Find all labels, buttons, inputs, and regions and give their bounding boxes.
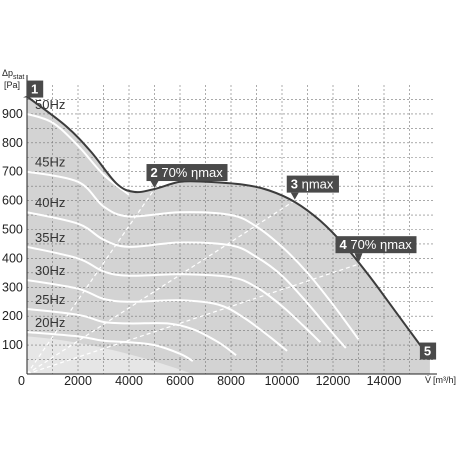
label-text: 5	[424, 344, 431, 359]
label-box	[27, 80, 44, 98]
speed-curves: 50Hz 45Hz 40Hz 35Hz 30Hz 25Hz 20Hz	[27, 97, 360, 362]
y-tick-label: 300	[2, 280, 23, 294]
label-pointer	[354, 253, 363, 264]
x-tick-label: 12000	[316, 374, 351, 388]
operating-point-4: 4 70% ηmax	[335, 236, 417, 264]
speed-curve	[27, 245, 321, 343]
speed-curve-label: 45Hz	[35, 155, 65, 170]
y-tick-label: 800	[2, 136, 23, 150]
y-tick-label: 100	[2, 338, 23, 352]
operating-point-1: 1	[23, 80, 44, 98]
label-box	[146, 164, 228, 182]
speed-curve	[27, 308, 237, 357]
efficiency-lines	[27, 188, 359, 374]
label-pointer	[23, 95, 31, 98]
y-tick-label: 900	[2, 107, 23, 121]
y-axis-unit: [Pa]	[4, 80, 20, 90]
operating-area	[27, 96, 430, 374]
speed-curve-label: 50Hz	[35, 97, 65, 112]
efficiency-line	[27, 188, 155, 374]
x-tick-label: 2000	[64, 374, 92, 388]
label-box	[419, 342, 437, 360]
speed-curve	[27, 170, 360, 340]
speed-curve	[27, 112, 130, 196]
operating-point-2: 2 70% ηmax	[146, 164, 228, 189]
x-tick-label: 8000	[217, 374, 245, 388]
speed-curve-label: 40Hz	[35, 195, 65, 210]
efficiency-line	[27, 263, 359, 374]
label-pointer	[150, 181, 159, 189]
y-tick-label: 400	[2, 251, 23, 265]
speed-curve-label: 25Hz	[35, 292, 65, 307]
speed-curve-label: 35Hz	[35, 230, 65, 245]
x-tick-label: 6000	[166, 374, 194, 388]
speed-curve	[27, 211, 347, 349]
envelope-curve	[26, 95, 431, 361]
x-tick-label: 4000	[115, 374, 143, 388]
origin-tick-label: 0	[18, 374, 25, 388]
label-text: 2 70% ηmax	[151, 165, 224, 180]
y-tick-label: 600	[2, 194, 23, 208]
y-tick-label: 700	[2, 165, 23, 179]
operating-point-5: 5	[419, 342, 437, 360]
operating-area-fill	[27, 96, 430, 374]
speed-curve-label: 20Hz	[35, 315, 65, 330]
label-text: 1	[31, 82, 38, 97]
x-axis-unit: [m³/h]	[433, 375, 456, 385]
speed-curve	[27, 331, 194, 362]
speed-curve-label: 30Hz	[35, 263, 65, 278]
label-pointer	[290, 192, 299, 200]
x-tick-label: 10000	[265, 374, 300, 388]
operating-point-3: 3 ηmax	[286, 175, 339, 200]
label-box	[335, 236, 417, 254]
label-box	[286, 175, 339, 193]
y-axis-unit-symbol: Δpstat	[2, 68, 24, 81]
y-tick-label: 500	[2, 223, 23, 237]
y-tick-label: 200	[2, 309, 23, 323]
operating-point-labels: 1 2 70% ηmax 3 ηmax 4 70% ηmax 5	[23, 80, 437, 360]
axes: 0 2000 4000 6000 8000 10000 12000 14000 100 200 30…	[2, 75, 437, 388]
speed-curve	[27, 279, 288, 352]
x-tick-label: 14000	[367, 374, 402, 388]
max-envelope-line	[26, 95, 431, 361]
low-speed-region	[27, 336, 193, 374]
x-axis-unit-prefix: V̇	[425, 375, 431, 385]
label-text: 4 70% ηmax	[340, 237, 413, 252]
label-text: 3 ηmax	[291, 177, 334, 192]
label-pointer	[425, 358, 434, 360]
